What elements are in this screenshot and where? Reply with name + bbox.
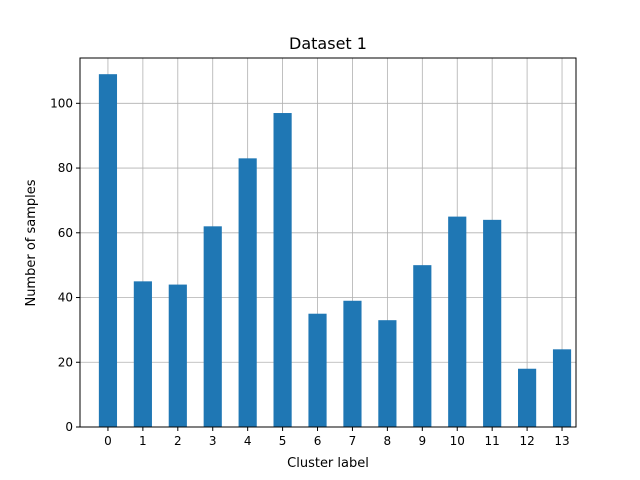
x-axis-label: Cluster label xyxy=(287,456,369,471)
chart-title: Dataset 1 xyxy=(289,34,367,53)
bar-cluster-6 xyxy=(308,313,327,427)
x-tick-label: 4 xyxy=(244,434,252,448)
bar-cluster-10 xyxy=(448,216,467,427)
bar-cluster-7 xyxy=(343,300,362,427)
x-axis-ticks: 0 1 2 3 4 5 6 7 8 9 10 11 12 13 xyxy=(104,427,570,448)
y-tick-label: 60 xyxy=(58,226,73,240)
bar-cluster-0 xyxy=(98,74,118,428)
bar-cluster-1 xyxy=(133,281,152,427)
bar-cluster-12 xyxy=(518,368,537,427)
x-tick-label: 12 xyxy=(519,434,534,448)
x-tick-label: 11 xyxy=(485,434,500,448)
bars xyxy=(98,74,572,428)
bar-cluster-9 xyxy=(413,265,432,427)
bar-cluster-11 xyxy=(483,219,502,427)
bar-cluster-3 xyxy=(203,226,222,427)
x-tick-label: 9 xyxy=(418,434,426,448)
bar-cluster-8 xyxy=(378,320,397,427)
bar-cluster-4 xyxy=(238,158,257,427)
x-tick-label: 0 xyxy=(104,434,112,448)
x-tick-label: 10 xyxy=(450,434,465,448)
bar-cluster-13 xyxy=(552,349,572,427)
y-axis-ticks: 0 20 40 60 80 100 xyxy=(50,96,80,434)
x-tick-label: 13 xyxy=(554,434,569,448)
x-tick-label: 1 xyxy=(139,434,147,448)
y-tick-label: 20 xyxy=(58,355,73,369)
y-tick-label: 80 xyxy=(58,161,73,175)
plot-frame xyxy=(79,57,577,428)
x-tick-label: 5 xyxy=(279,434,287,448)
x-tick-label: 2 xyxy=(174,434,182,448)
y-tick-label: 100 xyxy=(50,96,73,110)
y-tick-label: 0 xyxy=(65,420,73,434)
bar-cluster-5 xyxy=(273,113,292,428)
x-tick-label: 6 xyxy=(314,434,322,448)
y-tick-label: 40 xyxy=(58,291,73,305)
x-tick-label: 3 xyxy=(209,434,217,448)
x-tick-label: 8 xyxy=(384,434,392,448)
bar-cluster-2 xyxy=(168,284,187,427)
y-axis-label: Number of samples xyxy=(24,179,39,306)
x-tick-label: 7 xyxy=(349,434,357,448)
